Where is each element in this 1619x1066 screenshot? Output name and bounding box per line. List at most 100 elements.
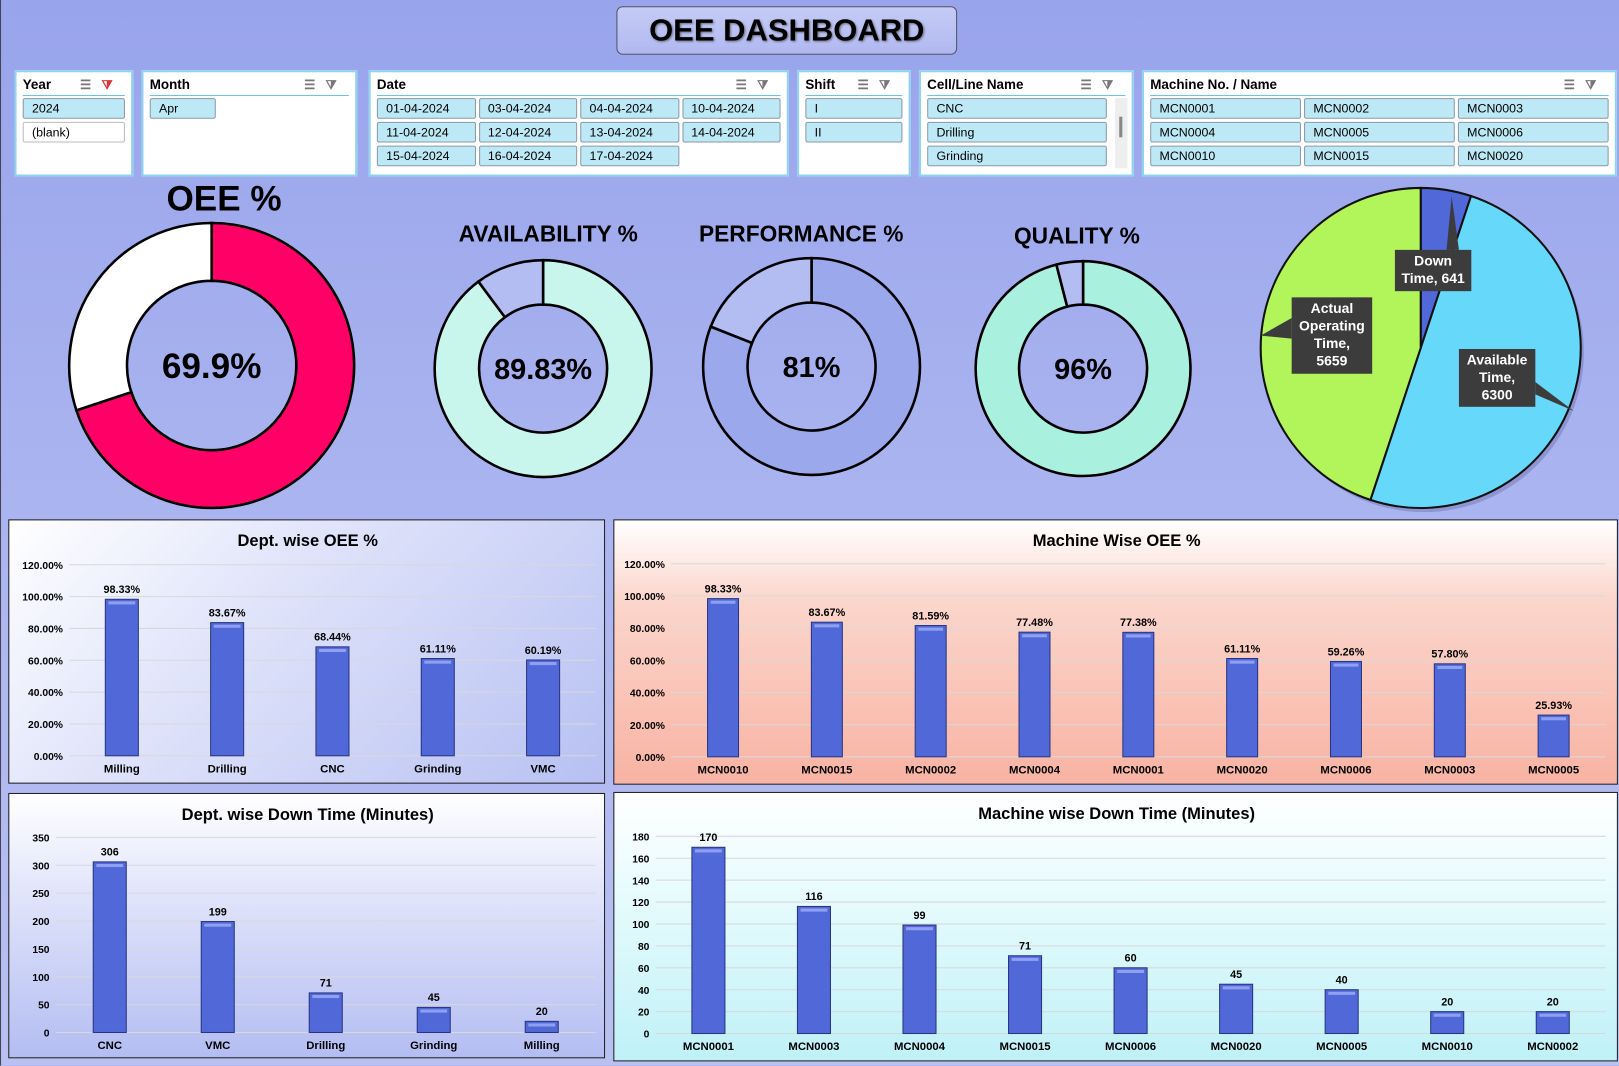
y-tick-label: 80 (638, 942, 650, 953)
y-tick-label: 80.00% (630, 624, 665, 635)
chart-title: Dept. wise Down Time (Minutes) (182, 805, 434, 824)
slicer-item[interactable]: 11-04-2024 (376, 121, 476, 143)
bar-highlight (204, 923, 232, 927)
x-tick-label: Milling (104, 763, 140, 775)
slicer-item[interactable]: 01-04-2024 (376, 98, 476, 119)
bar-milling (104, 598, 139, 757)
slicer-item[interactable]: II (805, 121, 903, 143)
x-tick-label: VMC (530, 763, 555, 775)
bar-mcn0010 (1430, 1011, 1465, 1035)
multi-select-icon[interactable]: ☰ (1563, 77, 1586, 92)
data-label: 199 (209, 906, 227, 918)
multi-select-icon[interactable]: ☰ (80, 77, 102, 92)
slicer-item[interactable]: MCN0004 (1150, 121, 1301, 143)
slicer-shift: Shift ☰⧩ I II (797, 70, 911, 177)
data-label: 170 (699, 832, 717, 844)
chart-title: Machine wise Down Time (Minutes) (978, 804, 1255, 823)
slicer-item[interactable]: 14-04-2024 (681, 121, 781, 143)
slicer-item[interactable]: 13-04-2024 (580, 121, 679, 143)
multi-select-icon[interactable]: ☰ (857, 77, 879, 92)
y-tick-label: 350 (32, 833, 49, 844)
bar-mcn0020 (1219, 983, 1254, 1035)
slicer-item[interactable]: MCN0015 (1304, 145, 1455, 167)
slicer-machine-no-name: Machine No. / Name ☰⧩ MCN0001 MCN0002 MCN000… (1141, 70, 1617, 177)
slicer-item[interactable]: 15-04-2024 (376, 145, 476, 167)
slicer-item[interactable]: Apr (149, 98, 216, 119)
data-label: 57.80% (1431, 649, 1468, 661)
y-tick-label: 20.00% (630, 721, 665, 732)
slicer-header: Shift ☰⧩ (805, 74, 903, 97)
data-label: 60.19% (525, 645, 562, 657)
x-tick-label: MCN0002 (1527, 1041, 1578, 1053)
x-tick-label: MCN0003 (788, 1041, 839, 1053)
slicer-item[interactable]: MCN0020 (1457, 145, 1609, 167)
slicer-item[interactable]: 17-04-2024 (580, 145, 679, 167)
bar-drilling (210, 622, 245, 757)
bar-chart-svg: Machine wise Down Time (Minutes) 0 20 40 60 8… (632, 804, 1606, 1053)
slicer-item[interactable]: Grinding (927, 145, 1107, 167)
slicer-item[interactable]: 10-04-2024 (681, 98, 781, 119)
slicer-item[interactable]: Drilling (927, 121, 1107, 143)
clear-filter-icon[interactable]: ⧩ (325, 77, 347, 92)
multi-select-icon[interactable]: ☰ (1080, 77, 1102, 92)
donut-remainder-segment (67, 221, 213, 413)
donut-remainder-segment (476, 258, 545, 320)
bar-grinding (420, 658, 455, 757)
slicer-title: Month (149, 76, 190, 92)
bar-vmc (526, 659, 561, 757)
bar-highlight (710, 600, 736, 604)
clear-filter-icon[interactable]: ⧩ (878, 77, 901, 92)
slicer-item[interactable]: MCN0003 (1457, 98, 1609, 119)
multi-select-icon[interactable]: ☰ (304, 77, 326, 92)
slicer-title: Cell/Line Name (927, 76, 1024, 92)
slicer-item[interactable]: I (805, 98, 903, 119)
bar-highlight (1022, 634, 1047, 638)
clear-filter-icon[interactable]: ⧩ (757, 77, 779, 92)
slicer-item[interactable]: 2024 (22, 98, 125, 119)
x-tick-label: MCN0003 (1424, 764, 1475, 776)
y-tick-label: 20 (638, 1008, 650, 1019)
bar-cnc (92, 861, 127, 1034)
slicer-item[interactable]: MCN0006 (1457, 121, 1609, 143)
y-tick-label: 60.00% (28, 656, 63, 667)
multi-select-icon[interactable]: ☰ (735, 77, 758, 92)
x-tick-label: Grinding (414, 763, 461, 775)
slicer-item[interactable]: CNC (927, 98, 1107, 119)
kpi-title: PERFORMANCE % (698, 220, 904, 247)
bar-mcn0015 (1008, 955, 1043, 1035)
clear-filter-icon[interactable]: ⧩ (1101, 77, 1124, 92)
clear-filter-icon[interactable]: ⧩ (1585, 77, 1607, 92)
slicer-item[interactable]: MCN0001 (1150, 98, 1301, 119)
y-tick-label: 40 (638, 986, 650, 997)
slicer-item[interactable]: MCN0002 (1304, 98, 1455, 119)
x-tick-label: MCN0001 (683, 1041, 734, 1053)
slicer-item[interactable]: 04-04-2024 (580, 98, 679, 119)
y-tick-label: 40.00% (28, 688, 63, 699)
data-label: 25.93% (1535, 700, 1572, 712)
bar-highlight (319, 648, 346, 653)
bar-highlight (814, 624, 840, 628)
x-tick-label: MCN0004 (1009, 764, 1061, 776)
slicer-item[interactable]: 16-04-2024 (478, 145, 578, 167)
dept-oee-chart: Dept. wise OEE % 0.00% 20.00% 40.00% 60.00% 8… (8, 519, 606, 784)
slicer-item[interactable]: 12-04-2024 (478, 121, 578, 143)
kpi-title: AVAILABILITY % (458, 220, 638, 247)
bar-highlight (1229, 660, 1255, 664)
data-label: 60 (1125, 953, 1137, 965)
clear-filter-icon[interactable]: ⧩ (101, 77, 123, 92)
bar-highlight (528, 1023, 556, 1027)
bar-highlight (1222, 986, 1250, 990)
bar-highlight (213, 624, 241, 628)
slicer-item[interactable]: MCN0005 (1304, 121, 1455, 143)
bar-highlight (694, 849, 722, 853)
bar-mcn0005 (1324, 989, 1359, 1035)
y-tick-label: 0 (44, 1029, 50, 1040)
bar-highlight (1125, 634, 1151, 638)
slicer-item[interactable]: (blank) (22, 121, 125, 143)
slicer-item[interactable]: MCN0010 (1150, 145, 1301, 167)
slicer-item[interactable]: 03-04-2024 (478, 98, 578, 119)
data-label: 59.26% (1328, 646, 1365, 658)
slicer-items: CNC Drilling Grinding (927, 98, 1107, 167)
slicer-scrollbar[interactable] (1115, 98, 1128, 169)
bar-mcn0004 (1018, 631, 1051, 758)
